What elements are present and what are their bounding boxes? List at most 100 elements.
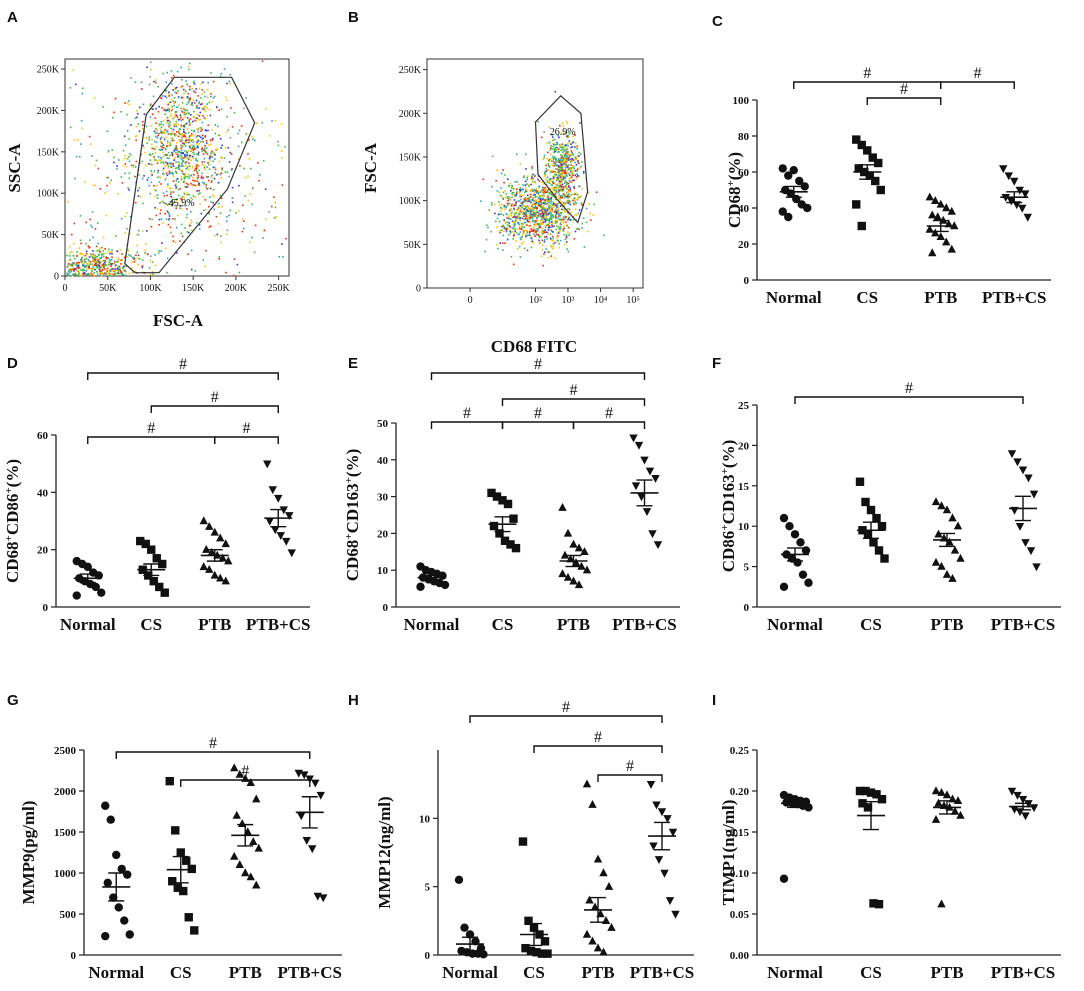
event-dot: [511, 230, 514, 233]
event-dot: [533, 223, 536, 226]
event-dot: [572, 202, 575, 205]
event-dot: [194, 168, 197, 170]
x-tick-label: Normal: [766, 288, 822, 307]
data-point: [857, 221, 866, 231]
event-dot: [549, 237, 552, 239]
event-dot: [574, 203, 576, 205]
y-tick-label: 250K: [37, 65, 60, 76]
event-dot: [231, 186, 234, 189]
event-dot: [248, 139, 250, 141]
event-dot: [159, 132, 161, 134]
event-dot: [177, 123, 179, 126]
event-dot: [82, 269, 84, 272]
event-dot: [226, 115, 228, 118]
event-dot: [542, 231, 544, 234]
event-dot: [141, 259, 144, 261]
event-dot: [175, 172, 178, 174]
event-dot: [186, 151, 189, 154]
event-dot: [172, 191, 175, 193]
event-dot: [197, 193, 200, 195]
event-dot: [570, 219, 572, 221]
event-dot: [558, 231, 561, 233]
event-dot: [204, 151, 207, 154]
event-dot: [592, 214, 595, 216]
x-tick-label: PTB: [930, 963, 963, 982]
y-label-unit: (%): [3, 459, 22, 487]
data-point: [276, 532, 285, 541]
event-dot: [166, 157, 169, 159]
event-dot: [545, 178, 547, 180]
event-dot: [499, 210, 502, 212]
significance-bracket: #: [469, 699, 663, 723]
event-dot: [219, 134, 221, 137]
y-tick-label: 0.00: [730, 950, 750, 962]
event-dot: [175, 183, 177, 185]
event-dot: [501, 208, 503, 210]
event-dot: [181, 196, 184, 198]
event-dot: [563, 210, 566, 212]
data-point: [574, 580, 584, 589]
event-dot: [179, 114, 182, 116]
event-dot: [559, 212, 562, 214]
event-dot: [186, 109, 188, 112]
event-dot: [108, 248, 110, 251]
event-dot: [563, 144, 566, 147]
y-tick-label: 80: [738, 131, 750, 143]
event-dot: [523, 226, 525, 228]
event-dot: [536, 192, 538, 194]
event-dot: [174, 116, 176, 118]
event-dot: [534, 221, 537, 223]
event-dot: [526, 218, 529, 220]
data-point: [302, 837, 311, 845]
event-dot: [158, 148, 161, 151]
event-dot: [530, 201, 533, 203]
event-dot: [130, 154, 132, 157]
event-dot: [209, 155, 212, 157]
event-dot: [201, 121, 204, 124]
event-dot: [124, 158, 126, 160]
event-dot: [581, 227, 584, 229]
data-point: [199, 516, 208, 525]
event-dot: [546, 176, 549, 179]
event-dots: [480, 90, 605, 267]
event-dot: [568, 193, 570, 196]
event-dot: [566, 151, 568, 153]
x-tick-label: Normal: [767, 963, 823, 982]
event-dot: [146, 66, 148, 69]
event-dot: [84, 181, 86, 183]
x-tick-label: CS: [170, 963, 192, 982]
event-dot: [193, 110, 195, 113]
event-dot: [560, 190, 563, 192]
event-dot: [556, 212, 558, 215]
event-dot: [543, 173, 546, 175]
data-point: [184, 913, 193, 922]
data-point: [931, 557, 941, 566]
event-dot: [514, 230, 516, 232]
data-point: [149, 577, 158, 586]
event-dot: [506, 195, 509, 198]
event-dot: [220, 172, 223, 175]
event-dot: [153, 140, 156, 143]
data-point: [956, 810, 965, 819]
event-dot: [186, 117, 189, 119]
event-dot: [200, 130, 202, 132]
data-point: [279, 506, 288, 515]
event-dot: [212, 188, 215, 191]
event-dot: [540, 209, 543, 211]
event-dot: [189, 118, 192, 120]
event-dot: [532, 242, 535, 244]
series-Normal: [72, 556, 106, 600]
event-dot: [535, 230, 538, 232]
event-dot: [173, 159, 175, 161]
data-point: [506, 540, 515, 549]
event-dot: [199, 118, 202, 121]
event-dot: [191, 146, 194, 148]
event-dot: [160, 123, 162, 125]
event-dot: [570, 211, 573, 214]
data-point: [877, 795, 887, 804]
event-dot: [555, 168, 557, 170]
event-dot: [553, 142, 555, 145]
event-dot: [72, 269, 75, 271]
event-dot: [192, 195, 195, 197]
